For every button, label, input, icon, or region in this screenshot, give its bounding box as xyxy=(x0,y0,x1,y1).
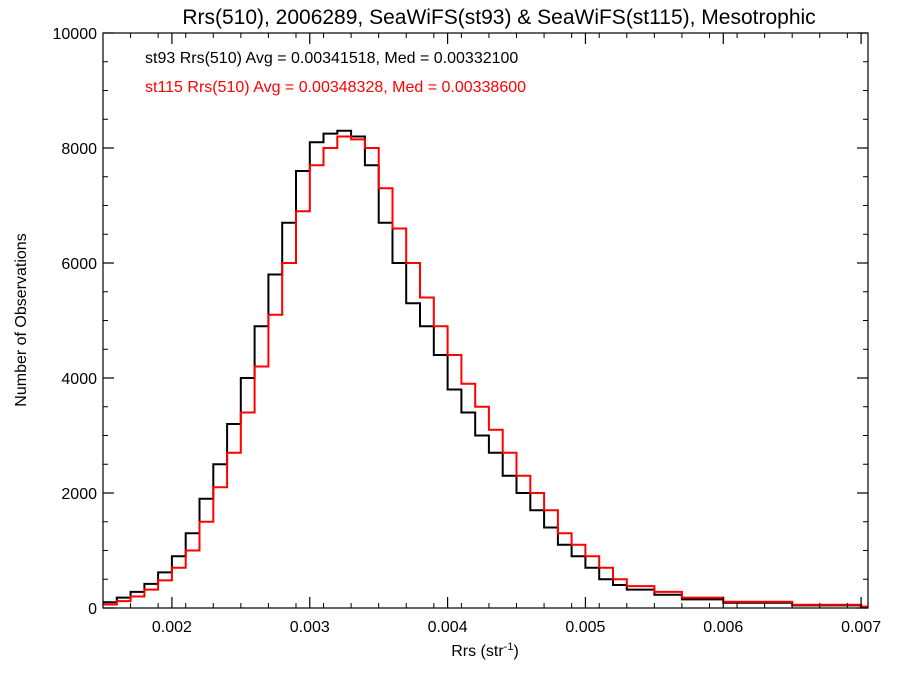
x-tick-label: 0.005 xyxy=(565,619,605,636)
series-st93-step-line xyxy=(103,129,868,608)
series-layer xyxy=(103,129,868,608)
x-axis-label-superscript: -1 xyxy=(504,641,514,653)
x-tick-label: 0.007 xyxy=(841,619,881,636)
x-axis-label: Rrs (str-1) xyxy=(451,641,519,660)
x-tick-label: 0.004 xyxy=(428,619,468,636)
y-tick-label: 6000 xyxy=(61,256,97,273)
y-tick-label: 0 xyxy=(88,601,97,618)
y-tick-label: 2000 xyxy=(61,486,97,503)
x-axis-label-main: Rrs (str xyxy=(451,643,504,660)
y-tick-label: 10000 xyxy=(53,26,98,43)
y-tick-label: 4000 xyxy=(61,371,97,388)
x-tick-label: 0.002 xyxy=(152,619,192,636)
series-st115-step-line xyxy=(103,135,868,608)
annotation-st93: st93 Rrs(510) Avg = 0.00341518, Med = 0.… xyxy=(145,50,518,67)
ticks-layer: 0.002 0.003 0.004 0.005 0.006 0.007 0 2000 4000 6… xyxy=(53,26,882,636)
x-tick-label: 0.006 xyxy=(703,619,743,636)
chart-title: Rrs(510), 2006289, SeaWiFS(st93) & SeaWi… xyxy=(182,6,815,29)
annotation-st115: st115 Rrs(510) Avg = 0.00348328, Med = 0… xyxy=(145,79,526,96)
y-axis-label: Number of Observations xyxy=(13,233,30,406)
x-axis-label-close: ) xyxy=(513,643,518,660)
y-tick-label: 8000 xyxy=(61,141,97,158)
x-tick-label: 0.003 xyxy=(290,619,330,636)
